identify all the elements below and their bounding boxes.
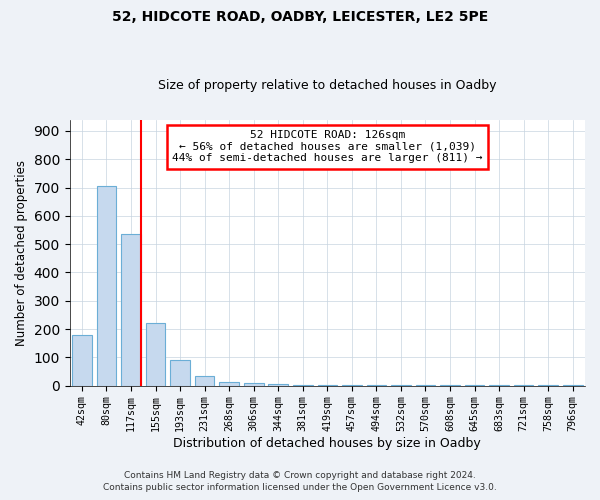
Y-axis label: Number of detached properties: Number of detached properties [15, 160, 28, 346]
Text: 52 HIDCOTE ROAD: 126sqm
← 56% of detached houses are smaller (1,039)
44% of semi: 52 HIDCOTE ROAD: 126sqm ← 56% of detache… [172, 130, 482, 164]
Bar [342, 385, 362, 386]
Bar [293, 385, 313, 386]
Bar [121, 234, 141, 386]
Bar [170, 360, 190, 386]
Bar [268, 384, 288, 386]
Bar [195, 376, 214, 386]
Bar [72, 335, 92, 386]
Bar [317, 385, 337, 386]
Title: Size of property relative to detached houses in Oadby: Size of property relative to detached ho… [158, 79, 497, 92]
Bar [220, 382, 239, 386]
Text: 52, HIDCOTE ROAD, OADBY, LEICESTER, LE2 5PE: 52, HIDCOTE ROAD, OADBY, LEICESTER, LE2 … [112, 10, 488, 24]
X-axis label: Distribution of detached houses by size in Oadby: Distribution of detached houses by size … [173, 437, 481, 450]
Bar [244, 384, 263, 386]
Bar [146, 324, 166, 386]
Text: Contains HM Land Registry data © Crown copyright and database right 2024.
Contai: Contains HM Land Registry data © Crown c… [103, 471, 497, 492]
Bar [97, 186, 116, 386]
